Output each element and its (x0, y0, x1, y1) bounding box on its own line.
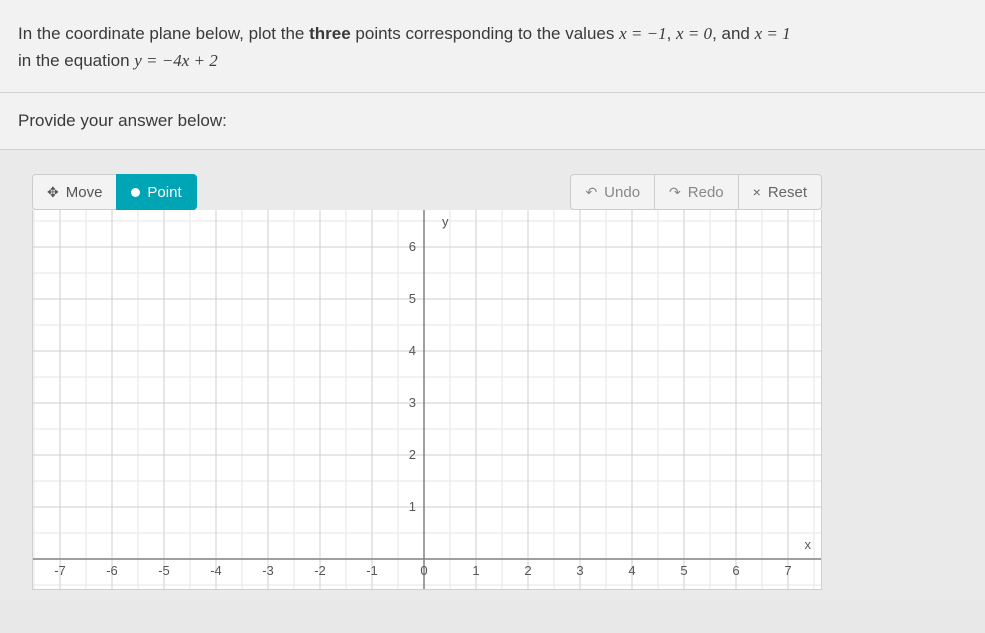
svg-text:6: 6 (732, 563, 739, 578)
q-eq1: x = −1 (619, 24, 667, 43)
redo-icon: ↷ (669, 184, 681, 201)
redo-label: Redo (688, 184, 724, 201)
svg-text:0: 0 (420, 563, 427, 578)
svg-text:-2: -2 (314, 563, 326, 578)
q-line2eq: y = −4x + 2 (134, 51, 218, 70)
grid-svg: -7 -6 -5 -4 -3 -2 -1 0 1 2 3 4 5 6 7 1 2 3 4 5 6 y x (33, 210, 822, 590)
svg-text:4: 4 (409, 343, 416, 358)
svg-text:-5: -5 (158, 563, 170, 578)
reset-button[interactable]: × Reset (738, 174, 822, 210)
q-text: In the coordinate plane below, plot the (18, 24, 309, 43)
question-section: In the coordinate plane below, plot the … (0, 0, 985, 93)
svg-text:1: 1 (409, 499, 416, 514)
svg-text:x: x (805, 537, 812, 552)
move-label: Move (66, 184, 103, 201)
point-button[interactable]: Point (116, 174, 196, 210)
q-comma: , (667, 24, 676, 43)
q-eq3: x = 1 (755, 24, 791, 43)
q-text2: points corresponding to the values (351, 24, 619, 43)
answer-prompt: Provide your answer below: (0, 93, 985, 150)
svg-text:1: 1 (472, 563, 479, 578)
toolbar: ✥ Move Point ↶ Undo ↷ Redo × Reset (32, 174, 822, 210)
question-line2: in the equation y = −4x + 2 (18, 47, 967, 74)
undo-button[interactable]: ↶ Undo (570, 174, 654, 210)
svg-text:5: 5 (680, 563, 687, 578)
q-bold: three (309, 24, 351, 43)
move-button[interactable]: ✥ Move (32, 174, 116, 210)
svg-text:-7: -7 (54, 563, 66, 578)
svg-text:6: 6 (409, 239, 416, 254)
q-line2a: in the equation (18, 51, 134, 70)
undo-label: Undo (604, 184, 640, 201)
svg-text:2: 2 (524, 563, 531, 578)
redo-button[interactable]: ↷ Redo (654, 174, 738, 210)
svg-text:-1: -1 (366, 563, 378, 578)
svg-text:-6: -6 (106, 563, 118, 578)
reset-icon: × (753, 184, 761, 200)
svg-text:3: 3 (409, 395, 416, 410)
svg-text:2: 2 (409, 447, 416, 462)
question-line1: In the coordinate plane below, plot the … (18, 20, 967, 47)
undo-icon: ↶ (585, 184, 597, 201)
svg-text:7: 7 (784, 563, 791, 578)
q-eq2: x = 0 (676, 24, 712, 43)
svg-text:-4: -4 (210, 563, 222, 578)
svg-text:3: 3 (576, 563, 583, 578)
svg-text:5: 5 (409, 291, 416, 306)
svg-text:4: 4 (628, 563, 635, 578)
svg-text:-3: -3 (262, 563, 274, 578)
point-icon (131, 188, 140, 197)
graph-area: ✥ Move Point ↶ Undo ↷ Redo × Reset -7-6- (0, 150, 985, 600)
point-label: Point (147, 184, 181, 201)
reset-label: Reset (768, 184, 807, 201)
coordinate-plane[interactable]: -7 -6 -5 -4 -3 -2 -1 0 1 2 3 4 5 6 7 1 2 3 4 5 6 y x (32, 210, 822, 590)
move-icon: ✥ (47, 184, 59, 201)
q-and: , and (712, 24, 755, 43)
svg-text:y: y (442, 214, 449, 229)
